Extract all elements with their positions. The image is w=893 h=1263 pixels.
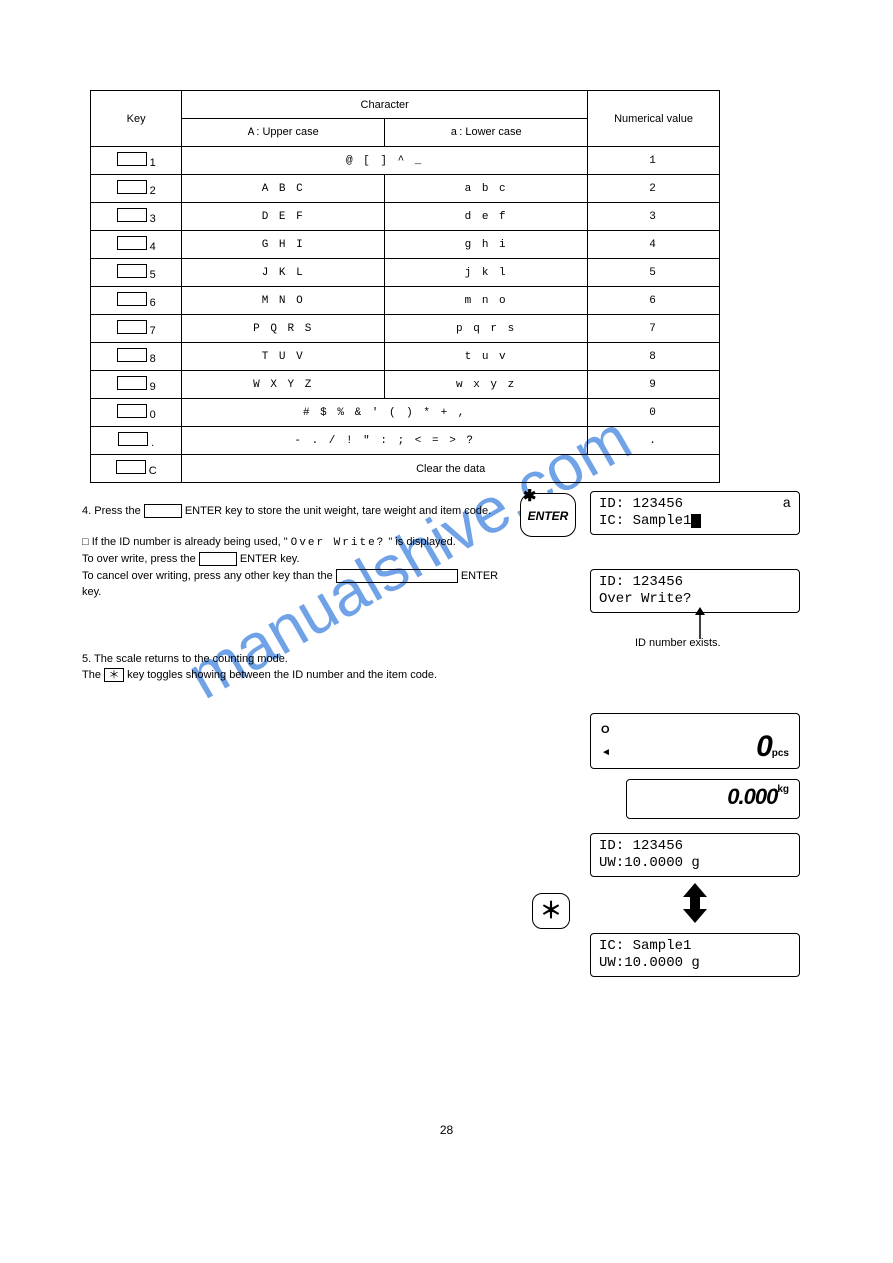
enter-key-inline[interactable] (199, 552, 237, 566)
table-row: 9 W X Y Z w x y z 9 (91, 371, 720, 399)
lcd-id-uw: ID: 123456 UW:10.0000 g (590, 833, 800, 877)
enter-button[interactable]: ✱ ENTER (520, 493, 576, 537)
th-key: Key (91, 91, 182, 147)
star-key-inline[interactable]: ＊ (104, 668, 124, 682)
keycap[interactable] (117, 292, 147, 306)
keycap[interactable] (118, 432, 148, 446)
page-number: 28 (70, 1123, 823, 1137)
blink-icon: ✱ (523, 486, 536, 506)
enter-key-inline[interactable] (144, 504, 182, 518)
star-button[interactable]: ＊ (532, 893, 570, 929)
arrow-caption: ID number exists. (635, 637, 721, 649)
keycap[interactable] (117, 208, 147, 222)
table-row: 5 J K L j k l 5 (91, 259, 720, 287)
keycap[interactable] (117, 404, 147, 418)
enter-key-inline[interactable] (336, 569, 458, 583)
table-row: 2 A B C a b c 2 (91, 175, 720, 203)
keycap[interactable] (117, 152, 147, 166)
display-pcs: O ◄ 0pcs (590, 713, 800, 769)
keycap[interactable] (117, 180, 147, 194)
keycap[interactable] (116, 460, 146, 474)
table-row: C Clear the data (91, 455, 720, 483)
keycap[interactable] (117, 348, 147, 362)
table-row: 8 T U V t u v 8 (91, 343, 720, 371)
table-row: 1 @ [ ] ^ _ 1 (91, 147, 720, 175)
step-5: 5. The scale returns to the counting mod… (82, 651, 502, 684)
step-4-note: □ If the ID number is already being used… (82, 534, 502, 601)
cursor-icon (691, 514, 701, 528)
th-upper: A: Upper case (182, 119, 385, 147)
arrow-up-icon (690, 607, 710, 641)
table-row: . - . / ! " : ; < = > ? . (91, 427, 720, 455)
keycap[interactable] (117, 376, 147, 390)
keycap[interactable] (117, 320, 147, 334)
table-row: 3 D E F d e f 3 (91, 203, 720, 231)
table-row: 6 M N O m n o 6 (91, 287, 720, 315)
table-row: 4 G H I g h i 4 (91, 231, 720, 259)
table-row: 0 # $ % & ' ( ) * + , 0 (91, 399, 720, 427)
th-numerical: Numerical value (588, 91, 720, 147)
table-row: 7 P Q R S p q r s 7 (91, 315, 720, 343)
step-4: 4. Press the ENTER key to store the unit… (82, 503, 502, 520)
key-assignment-table: Key Character Numerical value A: Upper c… (90, 90, 720, 483)
th-character: Character (182, 91, 588, 119)
double-arrow-icon (680, 883, 710, 930)
display-kg: 0.000kg (626, 779, 800, 819)
keycap[interactable] (117, 264, 147, 278)
lcd-id-ic: ID: 123456a IC: Sample1 (590, 491, 800, 535)
keycap[interactable] (117, 236, 147, 250)
th-lower: a: Lower case (385, 119, 588, 147)
lcd-ic-uw: IC: Sample1 UW:10.0000 g (590, 933, 800, 977)
